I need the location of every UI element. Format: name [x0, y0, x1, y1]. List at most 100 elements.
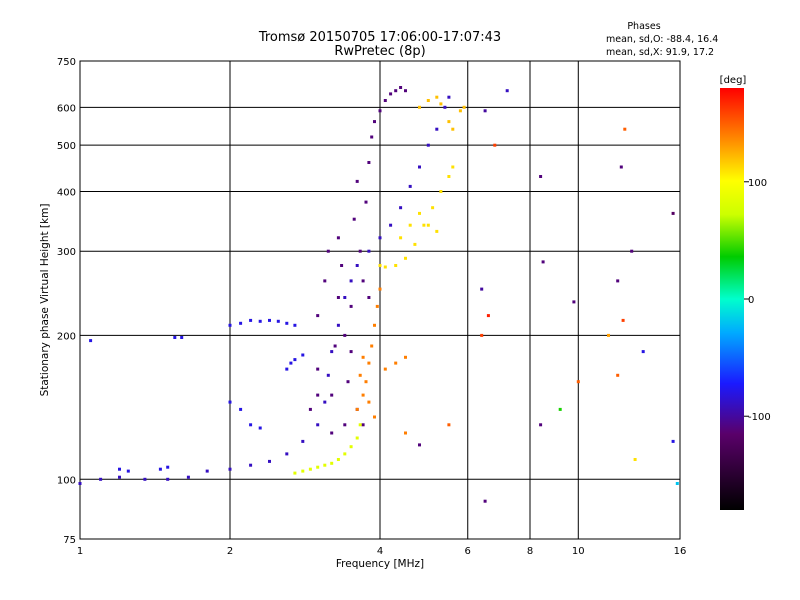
data-point: [439, 102, 443, 106]
data-point: [158, 467, 162, 471]
data-point: [326, 249, 330, 253]
data-point: [239, 407, 243, 411]
data-point: [180, 336, 184, 339]
data-point: [378, 109, 382, 113]
data-point: [641, 350, 645, 354]
data-point: [308, 467, 312, 471]
data-point: [630, 249, 634, 253]
data-point: [316, 367, 320, 371]
data-point: [435, 127, 439, 131]
y-tick-label: 400: [57, 187, 76, 198]
data-point: [389, 223, 393, 227]
data-point: [367, 249, 371, 253]
data-point: [326, 373, 330, 377]
data-point: [413, 242, 417, 246]
data-point: [343, 333, 347, 337]
data-point: [316, 465, 320, 469]
data-point: [399, 86, 403, 89]
data-point: [367, 296, 371, 299]
data-point: [447, 95, 451, 99]
data-point: [394, 264, 398, 267]
data-point: [383, 99, 387, 102]
data-point: [404, 89, 407, 93]
data-point: [426, 223, 430, 227]
data-point: [505, 89, 509, 93]
data-point: [408, 184, 412, 188]
colorbar: [720, 88, 744, 510]
data-point: [408, 223, 412, 227]
data-point: [308, 407, 312, 411]
data-point: [228, 400, 232, 404]
data-point: [361, 279, 365, 283]
data-point: [447, 423, 451, 427]
data-point: [426, 99, 430, 102]
data-point: [336, 236, 340, 240]
data-point: [541, 260, 545, 264]
data-point: [373, 120, 376, 124]
data-point: [349, 279, 353, 283]
y-tick-label: 200: [57, 331, 76, 342]
data-point: [361, 393, 365, 397]
data-point: [426, 143, 430, 147]
colorbar-tick-label: 100: [748, 178, 767, 189]
data-point: [330, 350, 334, 354]
data-point: [480, 333, 484, 337]
x-tick-labels: 1 2 4 6 8 10 16: [77, 546, 687, 557]
data-point: [330, 431, 334, 435]
data-point: [173, 336, 177, 339]
data-point: [336, 458, 340, 461]
data-point: [316, 423, 320, 427]
y-tick-label: 75: [63, 535, 76, 546]
data-point: [276, 319, 280, 323]
data-point: [249, 318, 253, 322]
data-point: [349, 304, 353, 308]
data-point: [633, 458, 637, 461]
data-point: [355, 407, 359, 411]
data-point: [249, 423, 253, 427]
data-point: [422, 223, 426, 227]
data-point: [364, 380, 368, 384]
y-tick-label: 100: [57, 475, 76, 486]
data-point: [378, 236, 382, 240]
data-point: [539, 423, 543, 427]
x-axis-label: Frequency [MHz]: [336, 558, 424, 570]
data-point: [378, 264, 382, 267]
data-point: [399, 236, 403, 240]
data-points: [78, 86, 679, 503]
data-point: [343, 296, 347, 299]
data-point: [358, 373, 362, 377]
data-point: [249, 463, 253, 467]
data-point: [451, 165, 455, 169]
data-point: [268, 318, 271, 322]
data-point: [378, 287, 382, 291]
data-point: [370, 344, 374, 348]
data-point: [458, 109, 462, 113]
data-point: [404, 431, 407, 435]
data-point: [493, 143, 497, 147]
x-tick-label: 8: [527, 546, 533, 557]
y-tick-label: 600: [57, 103, 76, 114]
data-point: [621, 318, 625, 322]
data-point: [186, 475, 190, 479]
data-point: [166, 477, 170, 481]
data-point: [349, 445, 353, 449]
data-point: [343, 452, 347, 456]
data-point: [316, 393, 320, 397]
data-point: [404, 355, 407, 359]
data-point: [443, 105, 447, 109]
x-tick-label: 10: [572, 546, 585, 557]
data-point: [558, 407, 562, 411]
data-point: [293, 471, 297, 475]
data-point: [367, 400, 371, 404]
data-point: [143, 477, 147, 481]
data-point: [268, 459, 271, 463]
colorbar-label: [deg]: [720, 75, 747, 86]
colorbar-tick-label: -100: [748, 412, 771, 423]
data-point: [340, 264, 344, 267]
data-point: [483, 109, 487, 113]
data-point: [486, 314, 490, 318]
x-tick-label: 16: [674, 546, 687, 557]
data-point: [301, 353, 305, 357]
data-point: [352, 217, 356, 221]
